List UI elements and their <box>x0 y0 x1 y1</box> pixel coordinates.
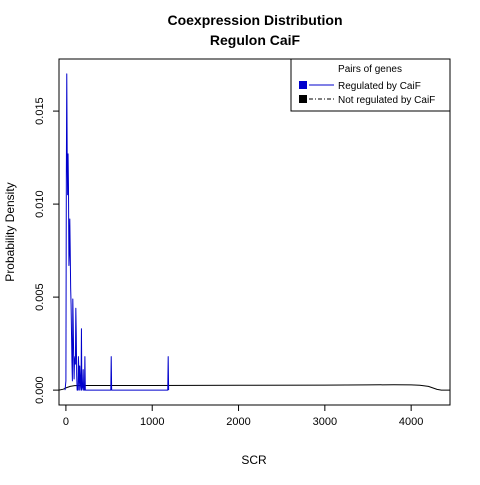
legend-title: Pairs of genes <box>338 64 402 75</box>
legend-swatch-not-regulated <box>299 95 307 103</box>
legend-label-not-regulated: Not regulated by CaiF <box>338 95 435 106</box>
chart-title: Coexpression Distribution <box>167 12 342 28</box>
y-tick-label: 0.005 <box>34 283 46 311</box>
x-axis: 0 1000 2000 3000 4000 <box>63 405 423 428</box>
x-axis-label: SCR <box>241 453 267 467</box>
y-tick-label: 0.000 <box>34 376 46 404</box>
series-line-not-regulated-by-caif <box>58 384 450 391</box>
x-tick-label: 0 <box>63 416 69 428</box>
y-tick-label: 0.015 <box>34 97 46 125</box>
legend-swatch-regulated <box>299 81 307 89</box>
series-line-regulated-by-caif <box>64 73 170 391</box>
y-tick-label: 0.010 <box>34 190 46 218</box>
plot-frame <box>58 58 451 406</box>
x-tick-label: 4000 <box>399 416 423 428</box>
x-tick-label: 3000 <box>313 416 337 428</box>
chart-subtitle: Regulon CaiF <box>210 32 301 48</box>
x-tick-label: 2000 <box>226 416 250 428</box>
legend: Pairs of genes Regulated by CaiF Not reg… <box>290 58 451 112</box>
x-tick-label: 1000 <box>140 416 164 428</box>
series-layer <box>58 73 450 391</box>
y-axis-label: Probability Density <box>3 182 17 281</box>
y-axis: 0.000 0.005 0.010 0.015 <box>34 97 59 404</box>
legend-label-regulated: Regulated by CaiF <box>338 81 421 92</box>
